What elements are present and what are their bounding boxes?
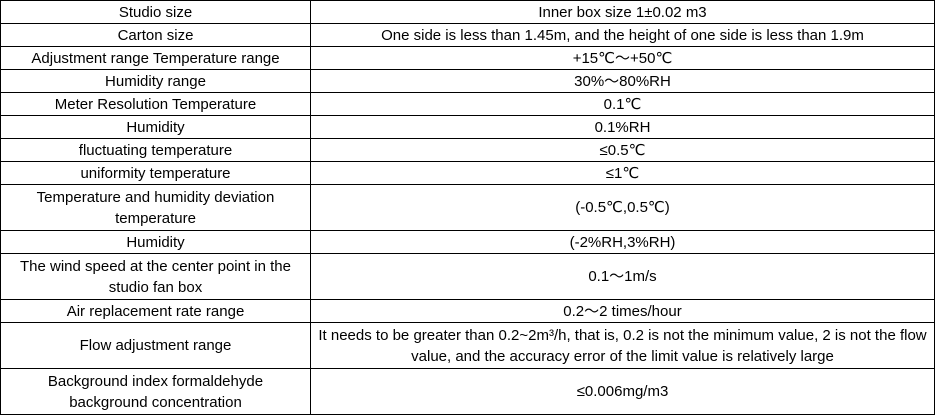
table-row: Flow adjustment range It needs to be gre…: [0, 322, 935, 369]
table-row: Temperature and humidity deviation tempe…: [0, 184, 935, 231]
row-label-cell: Meter Resolution Temperature: [0, 92, 311, 116]
row-label-cell: Humidity: [0, 230, 311, 254]
row-value-cell: 0.2～2 times/hour: [310, 299, 935, 323]
row-value-cell: ≤1℃: [310, 161, 935, 185]
row-value-cell: 30%～80%RH: [310, 69, 935, 93]
row-label-cell: Flow adjustment range: [0, 322, 311, 369]
row-label-cell: Air replacement rate range: [0, 299, 311, 323]
table-row: Meter Resolution Temperature 0.1℃: [0, 92, 935, 116]
row-value-cell: +15℃～+50℃: [310, 46, 935, 70]
table-row: Studio size Inner box size 1±0.02 m3: [0, 0, 935, 24]
row-label-cell: fluctuating temperature: [0, 138, 311, 162]
table-row: Humidity 0.1%RH: [0, 115, 935, 139]
row-value-cell: It needs to be greater than 0.2~2m³/h, t…: [310, 322, 935, 369]
row-label-cell: Humidity range: [0, 69, 311, 93]
row-value-cell: One side is less than 1.45m, and the hei…: [310, 23, 935, 47]
row-value-cell: 0.1～1m/s: [310, 253, 935, 300]
table-row: Background index formaldehyde background…: [0, 368, 935, 415]
row-label-cell: Background index formaldehyde background…: [0, 368, 311, 415]
table-row: Humidity range 30%～80%RH: [0, 69, 935, 93]
row-label-cell: Carton size: [0, 23, 311, 47]
row-label-cell: The wind speed at the center point in th…: [0, 253, 311, 300]
row-label-cell: Studio size: [0, 0, 311, 24]
table-row: Air replacement rate range 0.2～2 times/h…: [0, 299, 935, 323]
row-label-cell: Adjustment range Temperature range: [0, 46, 311, 70]
table-row: The wind speed at the center point in th…: [0, 253, 935, 300]
row-label-cell: Temperature and humidity deviation tempe…: [0, 184, 311, 231]
row-value-cell: 0.1℃: [310, 92, 935, 116]
table-row: fluctuating temperature ≤0.5℃: [0, 138, 935, 162]
row-label-cell: Humidity: [0, 115, 311, 139]
table-row: Carton size One side is less than 1.45m,…: [0, 23, 935, 47]
row-label-cell: uniformity temperature: [0, 161, 311, 185]
row-value-cell: ≤0.006mg/m3: [310, 368, 935, 415]
row-value-cell: (-0.5℃,0.5℃): [310, 184, 935, 231]
row-value-cell: (-2%RH,3%RH): [310, 230, 935, 254]
table-row: Adjustment range Temperature range +15℃～…: [0, 46, 935, 70]
table-row: Humidity (-2%RH,3%RH): [0, 230, 935, 254]
row-value-cell: Inner box size 1±0.02 m3: [310, 0, 935, 24]
table-row: uniformity temperature ≤1℃: [0, 161, 935, 185]
row-value-cell: 0.1%RH: [310, 115, 935, 139]
row-value-cell: ≤0.5℃: [310, 138, 935, 162]
